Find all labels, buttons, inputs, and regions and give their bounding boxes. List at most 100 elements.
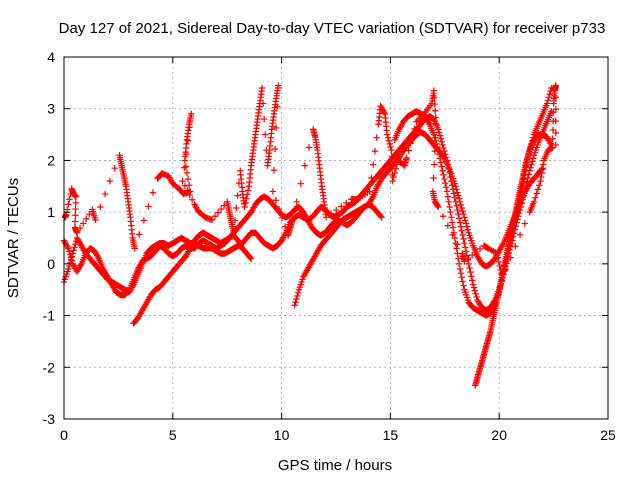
data-point — [449, 231, 456, 239]
series-track-c — [130, 229, 255, 327]
data-point — [476, 245, 484, 253]
data-point — [522, 182, 530, 189]
data-point — [497, 281, 505, 289]
data-point — [292, 298, 299, 306]
data-point — [72, 199, 79, 207]
data-point — [461, 214, 468, 221]
data-point — [208, 216, 216, 224]
data-point — [457, 201, 465, 209]
data-point — [465, 254, 472, 262]
series-spikes — [61, 82, 559, 278]
data-point — [498, 278, 506, 285]
series-track-f — [391, 108, 555, 319]
y-tick-label: -3 — [43, 411, 56, 427]
data-point — [505, 249, 512, 257]
y-tick-label: 3 — [47, 101, 55, 117]
data-point — [183, 169, 191, 177]
data-point — [495, 258, 502, 265]
data-point — [435, 203, 442, 211]
data-point — [503, 256, 511, 263]
data-point — [518, 200, 526, 207]
data-point — [469, 281, 477, 288]
data-point — [259, 100, 267, 107]
data-point — [79, 220, 87, 227]
data-point — [431, 147, 438, 155]
data-point — [444, 193, 452, 200]
data-point — [272, 124, 280, 132]
x-tick-label: 10 — [274, 427, 290, 443]
data-point — [258, 84, 266, 92]
data-point — [181, 182, 189, 189]
data-point — [241, 203, 248, 211]
data-point — [405, 147, 412, 154]
data-point — [460, 211, 467, 218]
data-point — [496, 285, 504, 292]
x-tick-label: 20 — [491, 427, 507, 443]
data-point — [439, 167, 446, 174]
data-point — [388, 159, 396, 166]
data-point — [371, 147, 379, 155]
data-point — [243, 195, 250, 202]
data-point — [140, 217, 148, 224]
data-point — [460, 235, 467, 243]
data-point — [464, 226, 472, 233]
data-point — [97, 203, 104, 211]
data-point — [323, 214, 330, 221]
data-point — [454, 189, 461, 196]
data-point — [293, 295, 300, 303]
data-point — [407, 140, 414, 147]
data-point — [437, 159, 445, 166]
data-point — [465, 260, 472, 268]
data-point — [450, 190, 458, 197]
data-point — [539, 165, 546, 172]
data-point — [544, 97, 552, 104]
data-point — [453, 245, 460, 252]
data-point — [72, 193, 80, 200]
data-point — [291, 302, 298, 309]
data-point — [449, 224, 457, 231]
data-point — [452, 183, 459, 190]
data-point — [260, 115, 268, 123]
data-point — [461, 239, 468, 247]
data-point — [431, 100, 438, 108]
x-axis-title: GPS time / hours — [278, 457, 392, 474]
data-point — [432, 114, 439, 121]
data-point — [244, 187, 252, 194]
data-point — [502, 260, 510, 267]
data-point — [448, 219, 456, 226]
data-point — [454, 241, 461, 248]
data-point — [435, 129, 443, 136]
data-point — [461, 258, 468, 265]
data-point — [333, 206, 340, 214]
data-point — [516, 231, 524, 239]
data-point — [368, 174, 375, 182]
data-point — [328, 210, 335, 217]
data-point — [234, 192, 241, 199]
data-point — [231, 217, 239, 224]
data-point — [462, 220, 470, 227]
data-point — [552, 106, 559, 113]
data-point — [512, 243, 519, 250]
data-point — [68, 257, 76, 264]
data-point — [72, 212, 79, 219]
data-point — [446, 203, 453, 211]
data-point — [66, 248, 73, 255]
data-point — [457, 269, 465, 277]
data-point — [262, 131, 269, 138]
data-point — [111, 164, 118, 172]
data-point — [459, 278, 466, 285]
data-point — [458, 227, 465, 234]
data-point — [511, 226, 519, 233]
data-point — [459, 231, 466, 239]
data-point — [411, 125, 418, 133]
data-point — [463, 223, 471, 230]
data-point — [509, 237, 516, 244]
data-point — [462, 244, 469, 251]
data-point — [247, 254, 254, 261]
data-point — [430, 161, 438, 168]
data-point — [526, 167, 533, 174]
data-point — [366, 188, 373, 195]
data-point — [466, 264, 473, 272]
data-point — [521, 220, 529, 227]
data-point — [275, 205, 283, 213]
